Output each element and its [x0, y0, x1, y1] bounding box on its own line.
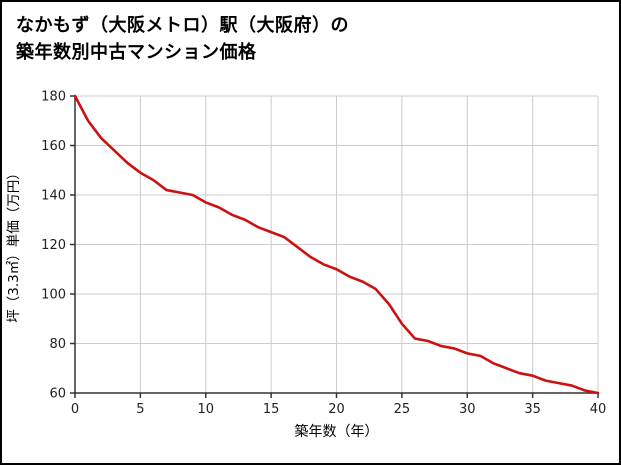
- y-tick-label: 80: [49, 337, 66, 352]
- price-series-line: [73, 94, 600, 395]
- y-tick-label: 140: [41, 189, 66, 204]
- x-tick-label: 20: [328, 402, 345, 417]
- y-tick-label: 180: [41, 90, 66, 105]
- y-tick-label: 60: [49, 387, 66, 402]
- x-tick-label: 25: [394, 402, 411, 417]
- x-tick-label: 35: [524, 402, 541, 417]
- price-line-chart: 0 5 10 15 20 25 30 35 40 60 80 100 120 140 160 180 築年数（年…: [6, 90, 607, 441]
- chart-title-line2: 築年数別中古マンション価格: [16, 42, 257, 63]
- x-tick-label: 0: [71, 402, 79, 417]
- x-tick-label: 40: [590, 402, 607, 417]
- y-tick-label: 120: [41, 238, 66, 253]
- chart-area: 0 5 10 15 20 25 30 35 40 60 80 100 120 140 160 180 築年数（年…: [2, 86, 619, 463]
- chart-title-line1: なかもず（大阪メトロ）駅（大阪府）の: [16, 15, 349, 36]
- x-tick-label: 30: [459, 402, 476, 417]
- chart-title: なかもず（大阪メトロ）駅（大阪府）の 築年数別中古マンション価格: [2, 2, 619, 66]
- x-tick-label: 10: [197, 402, 214, 417]
- y-axis-label: 坪（3.3㎡）単価（万円）: [6, 166, 22, 322]
- x-tick-label: 5: [136, 402, 144, 417]
- y-tick-label: 100: [41, 288, 66, 303]
- x-tick-label: 15: [263, 402, 280, 417]
- x-axis-label: 築年数（年）: [295, 424, 379, 440]
- y-tick-label: 160: [41, 139, 66, 154]
